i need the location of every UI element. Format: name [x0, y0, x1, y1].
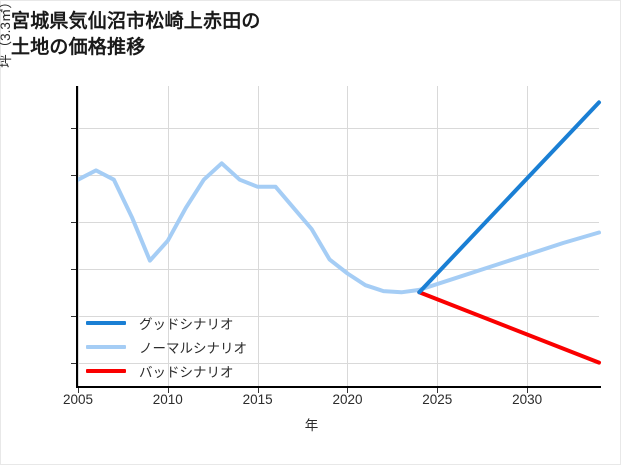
y-axis-label: 坪（3.3㎡）単価（万円）: [0, 0, 14, 116]
y-tick-mark: [71, 269, 76, 270]
gridline-vertical: [527, 86, 528, 386]
legend-item-2[interactable]: バッドシナリオ: [86, 359, 301, 383]
gridline-vertical: [258, 86, 259, 386]
x-tick-label: 2015: [242, 392, 273, 407]
y-tick-mark: [71, 128, 76, 129]
gridline-vertical: [78, 86, 79, 386]
legend-swatch-icon: [86, 321, 126, 325]
legend-swatch-icon: [86, 345, 126, 349]
legend-label: ノーマルシナリオ: [139, 341, 247, 356]
legend-item-1[interactable]: ノーマルシナリオ: [86, 335, 301, 359]
x-tick-label: 2005: [62, 392, 94, 407]
x-tick-label: 2030: [512, 392, 543, 407]
x-tick-mark: [347, 388, 348, 393]
x-tick-mark: [527, 388, 528, 393]
x-axis-label: 年: [304, 418, 319, 433]
y-tick-mark: [71, 175, 76, 176]
gridline-vertical: [437, 86, 438, 386]
gridline-horizontal: [78, 269, 599, 270]
plot-area: [76, 86, 601, 386]
y-tick-mark: [71, 316, 76, 317]
x-tick-mark: [168, 388, 169, 393]
gridline-vertical: [347, 86, 348, 386]
x-tick-label: 2020: [332, 392, 363, 407]
gridline-horizontal: [78, 128, 599, 129]
x-tick-label: 2010: [152, 392, 183, 407]
gridline-horizontal: [78, 363, 599, 364]
x-tick-label: 2025: [422, 392, 453, 407]
x-tick-mark: [437, 388, 438, 393]
gridline-horizontal: [78, 316, 599, 317]
legend-label: バッドシナリオ: [139, 365, 234, 380]
gridline-horizontal: [78, 175, 599, 176]
series-line-good: [417, 100, 601, 295]
legend-item-0[interactable]: グッドシナリオ: [86, 311, 301, 335]
series-layer: [76, 100, 601, 365]
x-axis-line: [76, 386, 601, 388]
legend: グッドシナリオ ノーマルシナリオ バッドシナリオ: [86, 311, 301, 383]
series-line-normal: [76, 161, 601, 295]
y-tick-mark: [71, 222, 76, 223]
gridline-horizontal: [78, 222, 599, 223]
x-tick-mark: [258, 388, 259, 393]
plot-background: [78, 86, 599, 386]
y-tick-mark: [71, 363, 76, 364]
series-line-bad: [417, 290, 601, 365]
legend-label: グッドシナリオ: [139, 317, 234, 332]
x-tick-mark: [78, 388, 79, 393]
legend-swatch-icon: [86, 369, 126, 373]
y-axis-line: [76, 86, 78, 388]
page-title: 宮城県気仙沼市松崎上赤田の 土地の価格推移: [11, 11, 261, 58]
